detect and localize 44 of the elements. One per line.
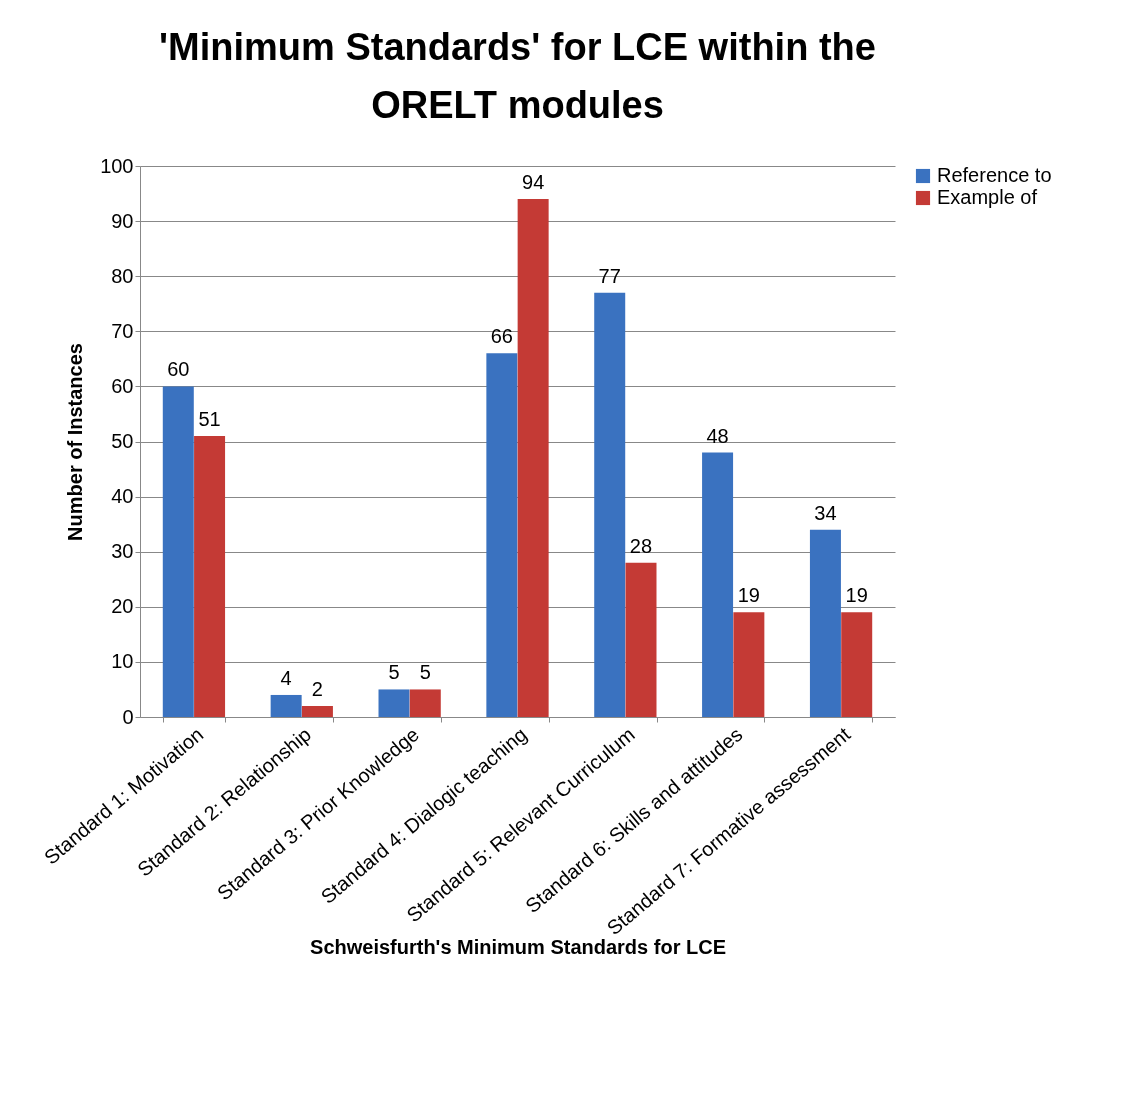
data-label: 2 — [311, 677, 323, 700]
y-tick-label: 40 — [111, 485, 134, 508]
bar — [625, 562, 657, 717]
data-label: 77 — [598, 264, 621, 287]
bar — [702, 452, 734, 717]
bar — [486, 353, 518, 717]
data-label: 60 — [167, 358, 190, 381]
data-label: 51 — [198, 407, 221, 430]
y-tick-label: 90 — [111, 209, 134, 232]
y-tick-label: 20 — [111, 595, 134, 618]
legend-label: Example of — [937, 186, 1038, 208]
data-label: 4 — [280, 666, 292, 689]
data-label: 66 — [490, 325, 513, 348]
bar — [301, 705, 333, 717]
data-label: 28 — [629, 534, 653, 557]
data-label: 48 — [706, 424, 729, 447]
y-tick-label: 60 — [111, 374, 134, 397]
y-tick-label: 30 — [111, 540, 134, 563]
bar — [162, 386, 194, 717]
y-tick-label: 70 — [111, 319, 134, 342]
data-label: 19 — [737, 584, 760, 607]
data-label: 34 — [814, 501, 837, 524]
bar — [194, 435, 226, 717]
chart-title: 'Minimum Standards' for LCE within the ORELT modules — [159, 26, 876, 126]
bar — [809, 529, 841, 717]
y-tick-label: 50 — [111, 430, 134, 452]
y-tick-label: 0 — [122, 705, 134, 728]
legend-label: Reference to — [937, 164, 1052, 186]
x-axis-title: Schweisfurth's Minimum Standards for LCE — [310, 935, 726, 958]
bar — [733, 612, 765, 717]
data-label: 94 — [522, 171, 545, 194]
data-label: 5 — [388, 661, 400, 684]
data-label: 19 — [845, 584, 868, 607]
bar — [517, 199, 549, 717]
y-tick-label: 100 — [100, 154, 134, 177]
bar — [378, 689, 410, 717]
bar — [594, 292, 626, 717]
bar — [270, 694, 302, 717]
bar — [409, 689, 441, 717]
y-axis-title: Number of Instances — [64, 343, 87, 541]
data-label: 5 — [419, 661, 431, 684]
bar — [841, 612, 873, 717]
y-tick-label: 80 — [111, 264, 134, 287]
y-tick-label: 10 — [111, 650, 134, 673]
